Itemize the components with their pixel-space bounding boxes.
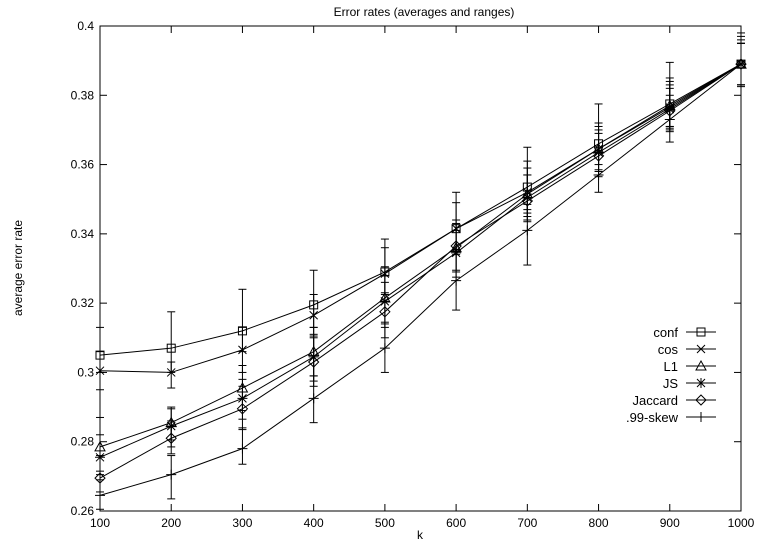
legend-item: .99-skew [626,410,716,425]
y-tick-label: 0.38 [71,88,95,102]
data-point [308,393,319,404]
y-tick-label: 0.28 [71,435,95,449]
y-tick-label: 0.36 [71,158,95,172]
legend: conf cos L1 JS Jaccard .99-skew [626,325,716,425]
x-tick-label: 800 [589,516,609,530]
legend-item: L1 [664,359,716,374]
data-point [522,225,533,236]
legend-item: JS [663,376,716,391]
series-line [99,63,742,496]
x-tick-label: 1000 [728,516,755,530]
data-point [379,343,390,354]
data-point [165,432,177,444]
legend-label: L1 [664,359,678,374]
x-tick-label: 500 [375,516,395,530]
x-tick-label: 600 [446,516,466,530]
data-point [166,368,176,377]
legend-label: .99-skew [626,410,679,425]
y-axis: 0.26 0.28 0.3 0.32 0.34 0.36 0.38 0.4 [71,19,741,518]
data-point [237,443,248,454]
data-point [736,59,746,70]
y-tick-label: 0.26 [71,504,95,518]
x-tick-label: 200 [161,516,181,530]
data-point [307,356,320,368]
data-point [451,275,462,286]
data-point [236,403,249,415]
series-line [99,63,742,356]
legend-marker [695,359,707,371]
data-point [95,490,105,501]
series-line [99,63,742,373]
data-point [95,366,105,376]
x-tick-label: 100 [90,516,110,530]
data-point [166,469,177,480]
series-line [99,63,742,479]
legend-marker [696,344,706,354]
series-jaccard [94,42,747,493]
data-point [238,345,247,355]
series-layer [94,32,747,510]
legend-item: Jaccard [632,393,716,408]
data-point [309,310,319,320]
y-tick-label: 0.34 [71,227,95,241]
data-point [593,169,604,180]
series-line [99,63,742,458]
plot-frame [99,25,742,512]
series-line [99,63,742,448]
x-tick-label: 700 [517,516,537,530]
legend-item: cos [658,342,716,357]
data-point [450,240,462,252]
legend-item: conf [653,325,716,340]
y-tick-label: 0.3 [77,365,94,379]
x-tick-label: 300 [232,516,252,530]
series-conf [95,32,746,373]
legend-label: JS [663,376,679,391]
legend-marker [696,378,706,388]
legend-marker [696,412,706,422]
x-tick-label: 900 [660,516,680,530]
y-axis-title: average error rate [11,220,25,316]
data-point [664,114,675,125]
series-cos [95,35,746,391]
legend-label: cos [658,342,679,357]
legend-label: Jaccard [632,393,678,408]
x-axis-title: k [417,528,424,542]
legend-marker [696,327,706,337]
legend-label: conf [653,325,678,340]
series-99-skew [95,39,746,510]
legend-marker [695,394,707,406]
data-point [166,343,176,353]
data-point [379,306,391,318]
chart-title: Error rates (averages and ranges) [334,5,515,19]
x-axis: 100 200 300 400 500 600 700 800 900 1000 [90,26,755,530]
y-tick-label: 0.32 [71,296,95,310]
y-tick-label: 0.4 [77,19,94,33]
x-tick-label: 400 [304,516,324,530]
